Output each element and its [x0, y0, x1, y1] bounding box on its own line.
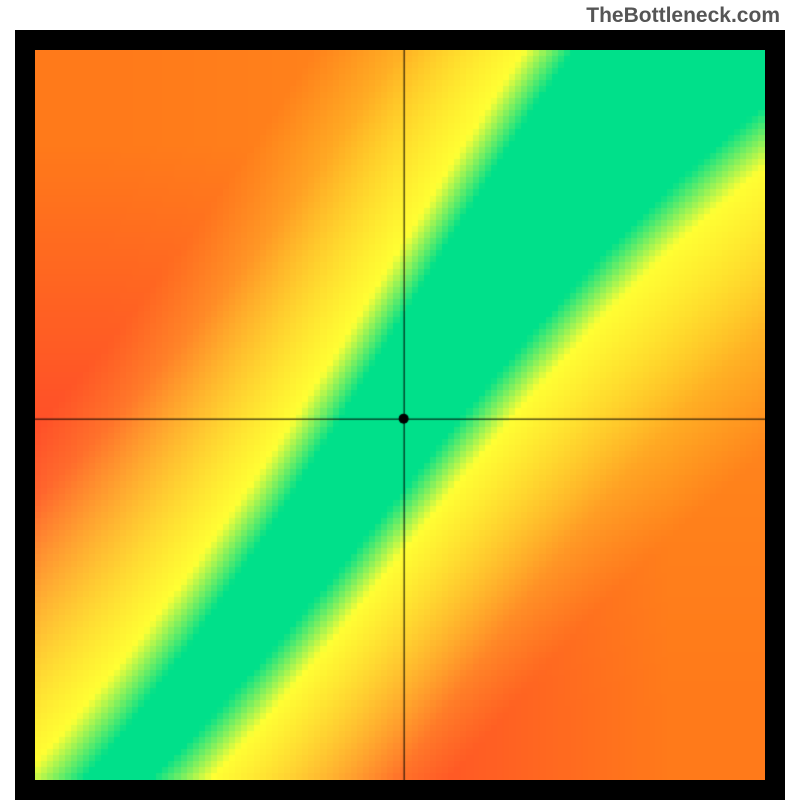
chart-frame — [15, 30, 785, 800]
watermark-text: TheBottleneck.com — [586, 4, 780, 28]
crosshair-overlay — [35, 50, 765, 780]
